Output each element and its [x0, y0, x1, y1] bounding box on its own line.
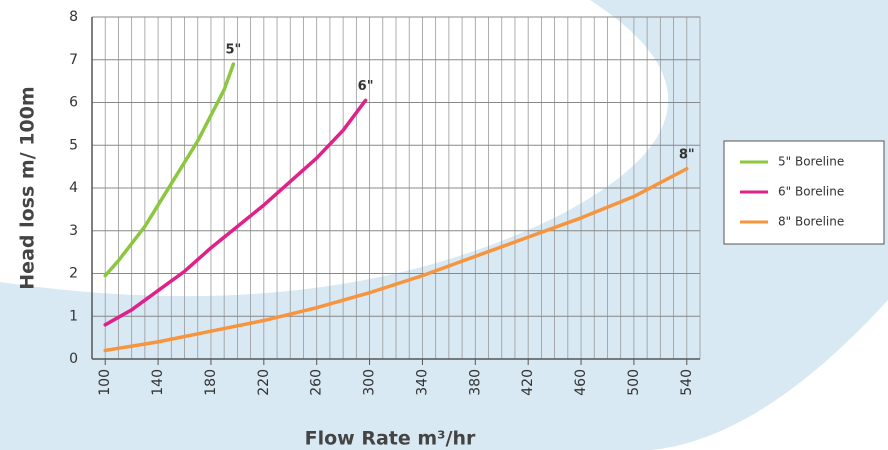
- legend-label: 5" Boreline: [778, 155, 844, 169]
- end-label: 8": [679, 147, 695, 162]
- y-tick-label: 6: [69, 95, 78, 111]
- x-axis-label: Flow Rate m³/hr: [305, 428, 476, 450]
- x-tick-label: 340: [414, 369, 430, 396]
- x-tick-label: 180: [203, 369, 219, 396]
- y-tick-label: 5: [69, 137, 78, 153]
- series-line: [103, 98, 368, 327]
- y-tick-label: 2: [69, 266, 78, 282]
- x-tick-label: 140: [150, 369, 166, 396]
- x-tick-label: 540: [679, 369, 695, 396]
- y-tick-label: 8: [69, 9, 78, 25]
- y-tick-label: 0: [69, 351, 78, 367]
- x-tick-label: 380: [467, 369, 483, 396]
- x-tick-label: 500: [626, 369, 642, 396]
- end-label: 5": [226, 43, 242, 58]
- y-tick-label: 3: [69, 223, 78, 239]
- legend-label: 8" Boreline: [778, 215, 844, 229]
- x-tick-label: 420: [520, 369, 536, 396]
- y-tick-label: 7: [69, 52, 78, 68]
- series-line: [103, 167, 689, 353]
- x-tick-label: 100: [97, 369, 113, 396]
- y-tick-label: 4: [69, 180, 78, 196]
- end-label: 6": [358, 79, 374, 94]
- series-line: [103, 62, 236, 278]
- x-tick-label: 220: [256, 369, 272, 396]
- x-tick-label: 300: [362, 369, 378, 396]
- y-tick-label: 1: [69, 308, 78, 324]
- x-tick-label: 460: [573, 369, 589, 396]
- legend-label: 6" Boreline: [778, 185, 844, 199]
- y-axis-label: Head loss m/ 100m: [17, 86, 39, 289]
- x-tick-label: 260: [309, 369, 325, 396]
